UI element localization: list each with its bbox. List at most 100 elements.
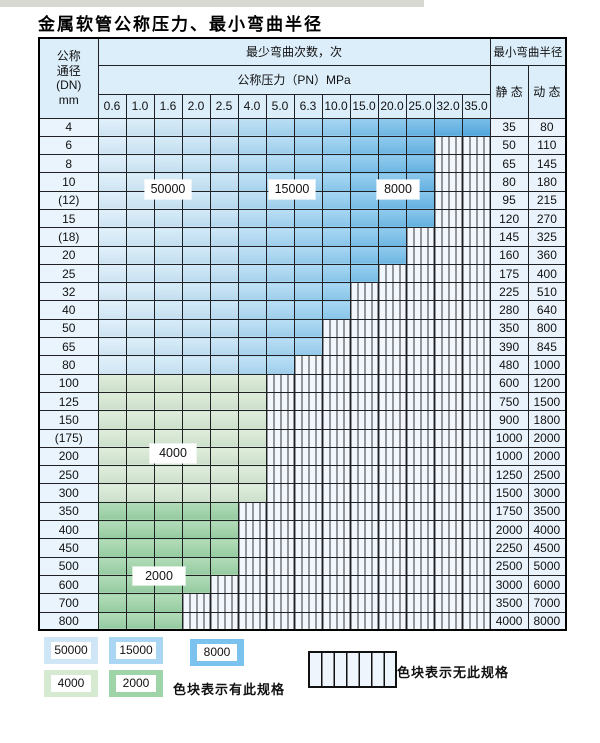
no-spec-cell <box>461 208 491 229</box>
static-radius-value: 2250 <box>489 538 529 558</box>
no-spec-cell <box>377 355 407 375</box>
static-radius-value: 1750 <box>489 501 529 522</box>
no-spec-cell <box>377 263 407 284</box>
spec-cell <box>237 483 267 503</box>
no-spec-cell <box>293 556 323 576</box>
legend-swatch-4000: 4000 <box>44 670 98 697</box>
spec-cell <box>125 282 155 302</box>
no-spec-cell <box>433 593 463 613</box>
spec-cell <box>209 410 239 430</box>
no-spec-cell <box>461 538 491 558</box>
no-spec-cell <box>265 520 295 540</box>
no-spec-cell <box>377 556 407 576</box>
spec-cell <box>97 483 127 503</box>
dn-header-line: 通径 <box>56 63 81 78</box>
table-row: 400 2000 4000 <box>38 520 567 540</box>
spec-cell <box>293 208 323 229</box>
spec-cell <box>153 611 183 631</box>
spec-cell <box>153 245 183 265</box>
spec-cell <box>125 538 155 558</box>
no-spec-cell <box>349 538 379 558</box>
no-spec-cell <box>461 190 491 210</box>
dynamic-radius-value: 325 <box>527 227 567 247</box>
static-radius-value: 350 <box>489 318 529 339</box>
spec-cell <box>97 611 127 631</box>
no-spec-cell <box>405 227 435 247</box>
spec-cell <box>293 263 323 284</box>
dynamic-radius-value: 3000 <box>527 483 567 503</box>
no-spec-cell <box>461 337 491 357</box>
spec-cell <box>181 574 211 595</box>
no-spec-cell <box>461 391 491 412</box>
no-spec-cell <box>321 501 351 522</box>
spec-cell <box>125 410 155 430</box>
no-spec-cell <box>461 556 491 576</box>
spec-cell <box>181 300 211 320</box>
header-row-2: 公称压力（PN）MPa 静 态 动 态 <box>39 64 567 119</box>
table-row: 600 3000 6000 <box>38 574 567 595</box>
spec-cell <box>321 245 351 265</box>
static-radius-value: 50 <box>489 135 529 156</box>
table-row: 32 225 510 <box>38 282 567 302</box>
spec-cell <box>181 501 211 522</box>
no-spec-cell <box>461 355 491 375</box>
spec-cell <box>181 410 211 430</box>
static-radius-value: 2500 <box>489 556 529 576</box>
no-spec-cell <box>265 501 295 522</box>
spec-cell <box>321 117 351 137</box>
table-row: 6 50 110 <box>38 135 567 156</box>
no-spec-cell <box>349 373 379 393</box>
spec-cell <box>97 227 127 247</box>
dn-value: 150 <box>38 410 99 430</box>
no-spec-cell <box>433 282 463 302</box>
dynamic-radius-value: 2000 <box>527 428 567 448</box>
spec-cell <box>349 263 379 284</box>
spec-cell <box>97 520 127 540</box>
dn-value: 500 <box>38 556 99 576</box>
static-radius-value: 390 <box>489 337 529 357</box>
no-spec-cell <box>377 391 407 412</box>
no-spec-cell <box>405 245 435 265</box>
pressure-tick: 15.0 <box>349 93 379 119</box>
table-row: (12) 95 215 <box>38 190 567 210</box>
table-row: 15 120 270 <box>38 208 567 229</box>
table-row: 40 280 640 <box>38 300 567 320</box>
table-row: 200 1000 2000 <box>38 446 567 467</box>
spec-cell <box>265 135 295 156</box>
spec-cell <box>321 282 351 302</box>
dynamic-radius-value: 2500 <box>527 465 567 485</box>
spec-cell <box>97 574 127 595</box>
spec-cell <box>97 172 127 192</box>
dynamic-radius-value: 180 <box>527 172 567 192</box>
spec-cell <box>237 117 267 137</box>
no-spec-cell <box>405 263 435 284</box>
dn-value: 600 <box>38 574 99 595</box>
no-spec-cell <box>265 465 295 485</box>
spec-cell <box>321 227 351 247</box>
no-spec-cell <box>321 410 351 430</box>
no-spec-cell <box>433 446 463 467</box>
spec-cell <box>209 135 239 156</box>
spec-cell <box>237 263 267 284</box>
no-spec-cell <box>349 520 379 540</box>
no-spec-cell <box>461 446 491 467</box>
no-spec-cell <box>377 428 407 448</box>
spec-cell <box>377 154 407 174</box>
static-radius-value: 175 <box>489 263 529 284</box>
spec-cell <box>321 172 351 192</box>
dn-value: 450 <box>38 538 99 558</box>
no-spec-cell <box>265 574 295 595</box>
legend-no-spec-text: 色块表示无此规格 <box>397 665 510 680</box>
dn-header-line: mm <box>58 92 79 107</box>
pressure-tick: 20.0 <box>377 93 407 119</box>
bend-times-header: 最少弯曲次数，次 <box>97 37 491 66</box>
dn-value: (175) <box>38 428 99 448</box>
legend-swatch-label: 50000 <box>51 642 91 659</box>
spec-cell <box>237 227 267 247</box>
spec-cell <box>209 190 239 210</box>
spec-cell <box>97 117 127 137</box>
no-spec-cell <box>209 611 239 631</box>
spec-cell <box>293 282 323 302</box>
spec-cell <box>181 318 211 339</box>
static-radius-value: 225 <box>489 282 529 302</box>
